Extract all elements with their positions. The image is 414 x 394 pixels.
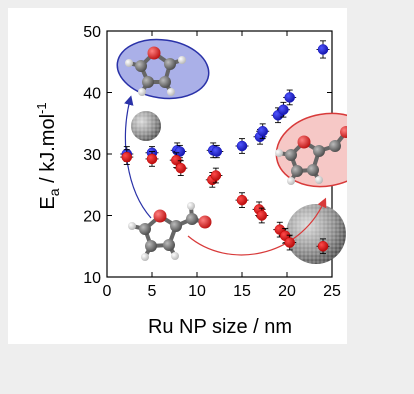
x-tick-label: 5 <box>148 283 157 300</box>
blue-data-point <box>211 146 223 157</box>
x-tick-label: 20 <box>278 283 296 300</box>
scatter-chart: Ea / kJ.mol-1 Ru NP size / nm 0 5 10 15 20 25… <box>34 24 347 338</box>
y-tick-label: 50 <box>83 24 101 41</box>
blue-data-point <box>284 92 295 103</box>
y-tick-label: 10 <box>83 270 101 287</box>
y-axis-title: Ea / kJ.mol-1 <box>34 102 62 209</box>
x-axis-title: Ru NP size / nm <box>148 316 292 338</box>
red-data-point <box>317 241 329 252</box>
large-ru-nanoparticle-icon <box>286 204 346 264</box>
furfural-molecule-icon <box>128 202 212 261</box>
red-data-point <box>121 151 133 163</box>
figure-panel: Ea / kJ.mol-1 Ru NP size / nm 0 5 10 15 20 25… <box>8 8 347 344</box>
red-data-point <box>256 210 268 221</box>
axis-tick-labels: 0 5 10 15 20 25 10 20 30 40 50 <box>83 24 341 300</box>
x-tick-label: 25 <box>323 283 341 300</box>
red-data-point <box>171 154 182 166</box>
blue-highlight-ellipse <box>116 38 210 100</box>
blue-data-point <box>278 104 289 115</box>
furan-molecule-icon <box>116 38 210 100</box>
blue-data-point <box>257 125 268 137</box>
blue-data-point <box>317 44 329 55</box>
furfuryl-alcohol-molecule-icon <box>275 112 347 188</box>
y-tick-label: 20 <box>83 209 101 226</box>
blue-data-point <box>236 140 248 152</box>
red-data-point <box>284 237 295 248</box>
x-tick-label: 15 <box>233 283 251 300</box>
red-data-point <box>236 194 248 206</box>
red-data-point <box>210 170 222 181</box>
red-data-point <box>146 153 158 165</box>
x-tick-label: 0 <box>103 283 112 300</box>
axis-ticks <box>106 30 333 278</box>
y-tick-label: 30 <box>83 147 101 164</box>
blue-reaction-arrow <box>124 95 152 219</box>
small-ru-nanoparticle-icon <box>131 111 161 141</box>
data-points <box>120 40 330 255</box>
red-reaction-arrow <box>187 197 327 256</box>
x-tick-label: 10 <box>188 283 206 300</box>
red-data-point <box>175 162 187 174</box>
y-tick-label: 40 <box>83 86 101 103</box>
